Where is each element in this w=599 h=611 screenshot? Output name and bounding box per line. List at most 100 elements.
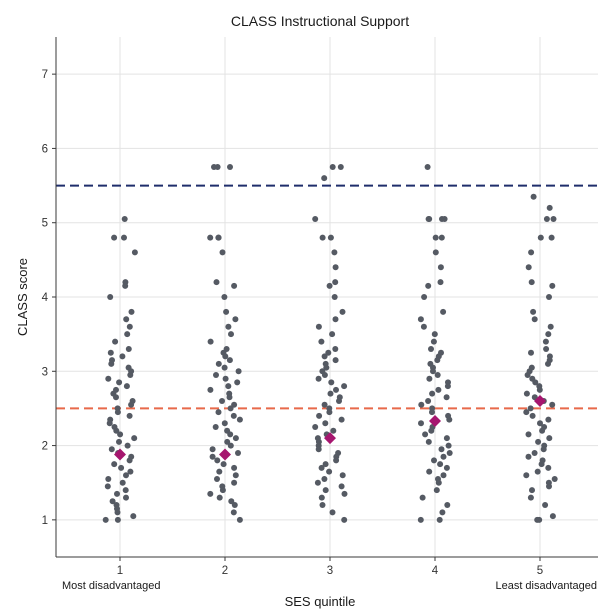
data-point bbox=[131, 435, 138, 442]
data-point bbox=[231, 502, 238, 508]
x-extreme-low-label: Most disadvantaged bbox=[62, 580, 160, 592]
data-point bbox=[323, 364, 330, 371]
data-point bbox=[424, 164, 431, 170]
data-point bbox=[216, 468, 223, 475]
data-point bbox=[227, 164, 233, 170]
data-point bbox=[332, 357, 339, 364]
data-point bbox=[440, 453, 447, 460]
data-point bbox=[538, 461, 545, 468]
data-point bbox=[428, 427, 435, 434]
data-point bbox=[333, 386, 339, 393]
data-point bbox=[430, 368, 436, 375]
data-point bbox=[321, 401, 328, 408]
data-point bbox=[543, 346, 550, 352]
data-point bbox=[319, 234, 326, 241]
data-point bbox=[226, 394, 233, 401]
data-point bbox=[114, 516, 121, 523]
data-point bbox=[114, 409, 121, 416]
data-point bbox=[321, 175, 328, 182]
data-point bbox=[338, 483, 345, 490]
data-point bbox=[121, 234, 127, 241]
mean-marker bbox=[114, 448, 126, 461]
data-point bbox=[319, 502, 326, 508]
data-point bbox=[211, 164, 217, 170]
data-point bbox=[438, 446, 445, 453]
data-point bbox=[322, 420, 329, 427]
data-point bbox=[225, 383, 232, 390]
data-point bbox=[338, 416, 345, 423]
data-point bbox=[421, 294, 428, 300]
data-point bbox=[551, 476, 558, 482]
data-point bbox=[437, 279, 444, 286]
data-point bbox=[321, 353, 328, 360]
data-point bbox=[531, 450, 538, 456]
data-point bbox=[336, 398, 342, 404]
data-point bbox=[106, 420, 113, 427]
data-point bbox=[431, 331, 438, 338]
data-point bbox=[437, 461, 444, 468]
data-point bbox=[123, 316, 130, 323]
data-point bbox=[550, 216, 557, 222]
data-point bbox=[102, 516, 109, 523]
data-point bbox=[425, 216, 432, 222]
data-point bbox=[332, 279, 339, 286]
data-point bbox=[339, 308, 346, 315]
data-point bbox=[546, 204, 553, 211]
y-axis-ticks: 1 2 3 4 5 6 7 bbox=[42, 69, 56, 527]
data-point bbox=[223, 308, 230, 315]
data-point bbox=[329, 509, 336, 516]
data-point bbox=[104, 483, 111, 490]
x-tick-label: 3 bbox=[327, 565, 333, 577]
data-point bbox=[123, 494, 129, 501]
chart-title: CLASS Instructional Support bbox=[231, 13, 409, 29]
data-point bbox=[341, 383, 348, 390]
mean-markers bbox=[114, 395, 546, 461]
data-point bbox=[122, 282, 129, 289]
data-point bbox=[523, 409, 530, 416]
data-point bbox=[425, 398, 432, 404]
data-point bbox=[528, 279, 535, 286]
data-point bbox=[121, 216, 128, 222]
data-point bbox=[529, 412, 536, 419]
data-point bbox=[105, 476, 112, 482]
data-point bbox=[529, 487, 535, 494]
data-point bbox=[117, 431, 124, 438]
data-point bbox=[215, 234, 222, 241]
data-point bbox=[431, 457, 437, 464]
data-point bbox=[109, 498, 116, 505]
data-point bbox=[222, 353, 229, 360]
data-point bbox=[332, 316, 339, 323]
data-point bbox=[321, 476, 328, 482]
data-point bbox=[231, 464, 238, 471]
data-point bbox=[113, 427, 120, 434]
data-point bbox=[128, 308, 135, 315]
data-point bbox=[207, 490, 214, 497]
data-point bbox=[318, 464, 325, 471]
data-point bbox=[443, 435, 450, 442]
x-axis-title: SES quintile bbox=[285, 594, 356, 609]
data-point bbox=[530, 308, 537, 315]
data-point bbox=[326, 282, 333, 289]
data-point bbox=[446, 416, 453, 423]
y-tick-label: 7 bbox=[42, 69, 48, 81]
data-point bbox=[543, 216, 550, 222]
data-point bbox=[220, 461, 227, 468]
data-point bbox=[547, 323, 554, 330]
data-point bbox=[337, 164, 344, 170]
data-point bbox=[417, 316, 424, 323]
data-point bbox=[216, 494, 223, 501]
data-point bbox=[318, 494, 325, 501]
data-point bbox=[111, 234, 118, 241]
data-point bbox=[549, 401, 556, 408]
data-point bbox=[214, 457, 221, 464]
data-point bbox=[539, 427, 546, 434]
y-tick-label: 5 bbox=[42, 218, 48, 230]
data-point bbox=[528, 249, 535, 256]
data-point bbox=[234, 379, 241, 386]
data-point bbox=[116, 379, 123, 386]
data-point bbox=[537, 234, 544, 241]
data-point bbox=[232, 435, 239, 442]
data-point bbox=[545, 464, 552, 471]
x-tick-label: 4 bbox=[432, 565, 439, 577]
data-point bbox=[126, 457, 133, 464]
